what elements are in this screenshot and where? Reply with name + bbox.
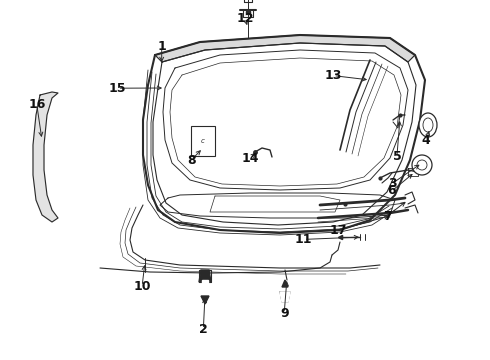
Text: 6: 6 (388, 184, 396, 197)
Text: 12: 12 (236, 12, 254, 24)
Ellipse shape (419, 113, 437, 137)
Text: 5: 5 (392, 150, 401, 163)
Text: c: c (201, 138, 205, 144)
Text: 14: 14 (241, 152, 259, 165)
FancyBboxPatch shape (191, 126, 215, 156)
Text: 17: 17 (329, 224, 347, 237)
Text: 1: 1 (157, 40, 166, 53)
Text: 4: 4 (422, 134, 431, 147)
Circle shape (417, 160, 427, 170)
Polygon shape (155, 35, 415, 62)
Text: 15: 15 (109, 82, 126, 95)
Text: 13: 13 (324, 69, 342, 82)
Text: 10: 10 (133, 280, 151, 293)
Text: 2: 2 (199, 323, 208, 336)
Text: 3: 3 (388, 177, 396, 190)
Text: 9: 9 (280, 307, 289, 320)
Text: 7: 7 (383, 210, 392, 222)
Polygon shape (202, 280, 208, 300)
Ellipse shape (423, 118, 433, 132)
Text: 16: 16 (28, 98, 46, 111)
Polygon shape (33, 92, 58, 222)
Text: 11: 11 (295, 233, 313, 246)
Polygon shape (199, 270, 211, 282)
Circle shape (412, 155, 432, 175)
Polygon shape (282, 280, 288, 287)
Polygon shape (280, 292, 290, 302)
Polygon shape (201, 296, 209, 304)
Text: 8: 8 (187, 154, 196, 167)
